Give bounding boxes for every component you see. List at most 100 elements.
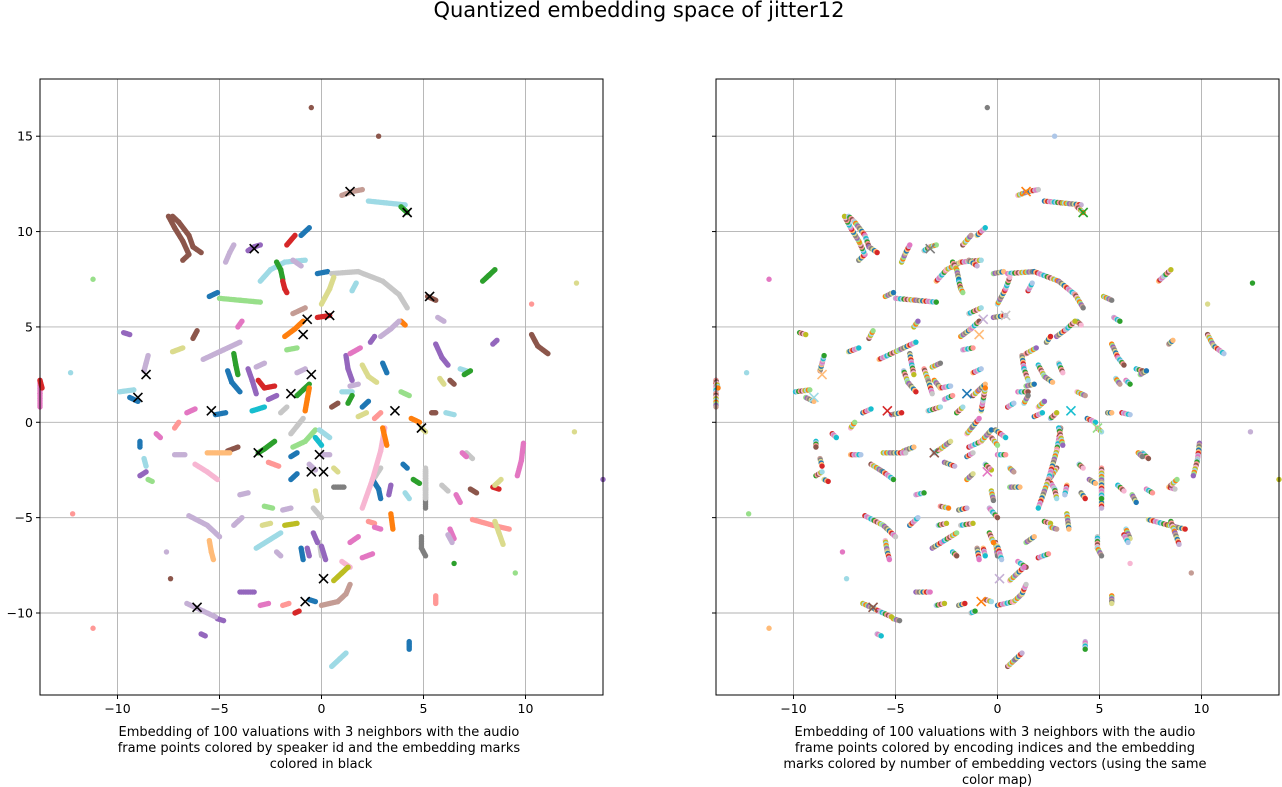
right-frame-point <box>766 625 772 631</box>
right-frame-point <box>1188 570 1194 576</box>
left-frame-point <box>306 381 312 387</box>
left-frame-point <box>359 505 365 511</box>
right-embedding-mark-stroke <box>817 369 828 380</box>
right-frame-point <box>1172 486 1178 492</box>
right-frame-point <box>951 463 958 469</box>
left-x-tick-label: 5 <box>420 701 428 716</box>
left-x-ticks: −10 −5 0 5 10 <box>104 695 533 716</box>
right-frame-point <box>929 390 935 397</box>
left-frame-point <box>202 633 208 639</box>
left-embedding-mark-stroke <box>306 369 317 380</box>
left-frame-point <box>514 472 521 479</box>
left-frame-point <box>347 581 353 588</box>
left-frame-point <box>69 511 76 517</box>
left-embedding-mark <box>424 291 435 302</box>
left-frame-point <box>373 379 380 385</box>
left-frame-point <box>212 614 219 620</box>
left-frame-point <box>506 526 512 532</box>
left-frame-point <box>324 268 331 275</box>
right-y-ticks <box>712 135 716 614</box>
right-frame-point <box>970 450 976 456</box>
right-embedding-mark-stroke <box>929 447 940 458</box>
left-frame-point <box>314 497 321 504</box>
right-frame-point <box>1082 392 1088 399</box>
left-frame-point <box>528 301 535 307</box>
left-frame-point <box>265 600 272 607</box>
left-frame-point <box>335 400 341 406</box>
left-frame-point <box>294 520 300 527</box>
right-embedding-mark <box>817 369 828 380</box>
right-embedding-mark <box>994 573 1005 584</box>
left-frame-point <box>137 444 143 450</box>
right-frame-point <box>988 427 995 433</box>
left-frame-point <box>227 450 233 456</box>
right-frame-point <box>915 514 921 521</box>
left-embedding-mark <box>300 596 311 607</box>
left-frame-point <box>306 225 312 231</box>
right-frame-point <box>945 505 952 511</box>
right-frame-point <box>886 556 893 563</box>
right-embedding-mark-stroke <box>1000 310 1011 321</box>
right-embedding-mark <box>976 596 987 607</box>
left-grid <box>40 79 603 695</box>
right-frame-point <box>927 589 933 595</box>
left-frame-point <box>239 318 245 324</box>
left-frame-point <box>365 398 372 404</box>
right-embedding-mark <box>925 243 936 254</box>
right-frame-point <box>1002 452 1009 458</box>
right-frame-point <box>990 539 997 546</box>
left-y-tick-label: 5 <box>25 319 33 334</box>
right-frame-point <box>1190 472 1197 479</box>
right-frame-point <box>1182 526 1188 532</box>
right-embedding-mark <box>929 447 940 458</box>
left-y-tick-label: 15 <box>17 129 33 144</box>
right-embedding-mark-stroke <box>1065 405 1077 416</box>
right-frame-point <box>954 553 960 559</box>
left-frame-point <box>371 520 378 527</box>
left-frame-point <box>90 625 96 631</box>
left-frame-point <box>451 560 457 567</box>
left-frame-point <box>377 495 384 502</box>
left-frame-point <box>357 345 363 351</box>
left-frame-point <box>449 539 455 546</box>
left-frame-point <box>469 455 476 462</box>
right-x-axis-label-line-4: color map) <box>962 773 1032 787</box>
right-frame-point <box>874 249 880 256</box>
left-frame-point <box>422 553 429 559</box>
left-embedding-mark <box>389 405 401 416</box>
left-embedding-mark-stroke <box>318 466 329 477</box>
left-frame-point <box>302 366 308 372</box>
right-frame-point <box>960 289 966 296</box>
left-frame-point <box>306 553 312 559</box>
right-frame-point <box>913 389 919 395</box>
left-frame-point <box>492 267 498 273</box>
left-frame-point <box>404 305 410 311</box>
left-frame-point <box>257 242 263 248</box>
left-frame-point <box>269 505 276 511</box>
right-frame-point <box>937 404 944 410</box>
right-frame-point <box>1170 337 1176 343</box>
right-frame-point <box>1033 345 1039 351</box>
right-x-axis-label: Embedding of 100 valuations with 3 neigh… <box>783 725 1210 787</box>
right-frame-point <box>1047 520 1054 527</box>
right-frame-point <box>878 633 884 639</box>
right-frame-point <box>890 289 897 296</box>
left-x-tick-label: −5 <box>210 701 228 716</box>
right-frame-point <box>819 469 825 475</box>
right-embedding-mark-stroke <box>808 392 819 403</box>
right-embedding-mark <box>1000 310 1011 321</box>
right-frame-point <box>937 360 944 366</box>
left-embedding-mark <box>344 186 356 197</box>
right-frame-point <box>964 505 970 511</box>
left-frame-point <box>222 410 229 416</box>
left-frame-point <box>278 553 284 559</box>
right-x-tick-label: 5 <box>1096 701 1104 716</box>
left-frame-point <box>292 232 298 239</box>
left-frame-point <box>326 452 333 458</box>
right-frame-point <box>911 444 917 450</box>
left-frame-point <box>198 249 204 256</box>
right-frame-point <box>1019 650 1025 656</box>
right-frame-point <box>1127 381 1133 387</box>
left-frame-point <box>416 480 423 487</box>
left-frame-point <box>300 415 306 422</box>
